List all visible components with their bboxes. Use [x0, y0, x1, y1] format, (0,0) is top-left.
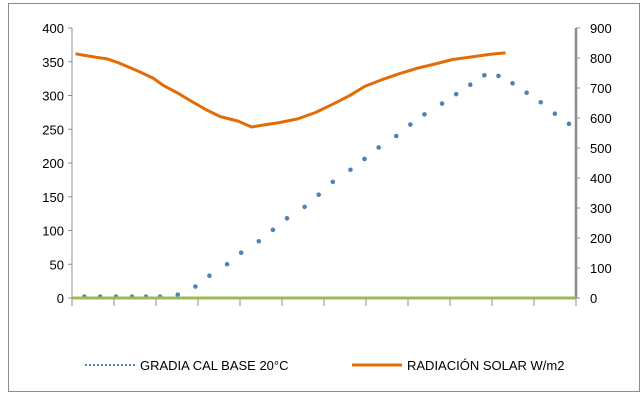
- series-0-point: [362, 156, 367, 162]
- legend-group: GRADIA CAL BASE 20°C RADIACIÓN SOLAR W/m2: [85, 358, 564, 373]
- legend-label-0: GRADIA CAL BASE 20°C: [140, 358, 289, 373]
- y-right-tick-label: 100: [590, 261, 612, 276]
- series-0-point: [376, 145, 381, 150]
- series-0-point: [316, 192, 322, 198]
- y-left-tick-label: 150: [42, 190, 64, 205]
- series-0-point: [393, 133, 399, 139]
- series-0-point: [496, 73, 501, 79]
- series-0-point: [256, 239, 262, 244]
- y-left-tick-label: 250: [42, 122, 64, 137]
- series-0-point: [193, 284, 198, 289]
- y-left-tick-label: 200: [42, 156, 64, 171]
- series-0-point: [284, 216, 290, 221]
- y-left-tick-label: 350: [42, 55, 64, 70]
- series-0-point: [175, 292, 181, 297]
- y-left-tick-label: 0: [57, 291, 64, 306]
- y-right-tick-label: 800: [590, 51, 612, 66]
- series-0-point: [422, 112, 427, 117]
- series-0-point: [538, 99, 544, 105]
- y-right-tick-label: 600: [590, 111, 612, 126]
- axes-group: 0 50 100 150 200 250 300 350 400 0 100 200 300 400 500…: [42, 21, 612, 306]
- series-0-point: [453, 91, 459, 97]
- series-group: [72, 51, 576, 300]
- series-0-point: [238, 250, 244, 256]
- series-0-point: [510, 81, 515, 86]
- series-0-point: [270, 227, 276, 233]
- legend-label-1: RADIACIÓN SOLAR W/m2: [407, 358, 564, 373]
- y-right-tick-label: 0: [590, 291, 597, 306]
- y-right-tick-label: 300: [590, 201, 612, 216]
- series-0-point: [224, 261, 230, 267]
- y-left-tick-label: 50: [50, 257, 64, 272]
- y-left-tick-label: 100: [42, 224, 64, 239]
- y-right-tick-label: 400: [590, 171, 612, 186]
- series-0-point: [348, 167, 353, 173]
- series-0-point: [408, 122, 413, 127]
- chart-frame: [8, 3, 640, 392]
- y-right-tick-label: 200: [590, 231, 612, 246]
- series-0-point: [467, 82, 473, 87]
- series-0-point: [524, 90, 529, 96]
- series-0-point: [302, 204, 307, 210]
- y-left-tick-label: 300: [42, 89, 64, 104]
- series-0-point: [552, 111, 558, 117]
- y-right-tick-label: 900: [590, 21, 612, 36]
- y-right-tick-label: 500: [590, 141, 612, 156]
- series-0-point: [330, 179, 336, 185]
- series-1-line: [75, 51, 506, 129]
- y-right-tick-label: 700: [590, 81, 612, 96]
- series-0-point: [566, 121, 572, 127]
- y-left-tick-label: 400: [42, 21, 64, 36]
- series-0-point: [207, 273, 212, 279]
- series-0-point: [482, 72, 487, 78]
- series-0-point: [439, 101, 445, 106]
